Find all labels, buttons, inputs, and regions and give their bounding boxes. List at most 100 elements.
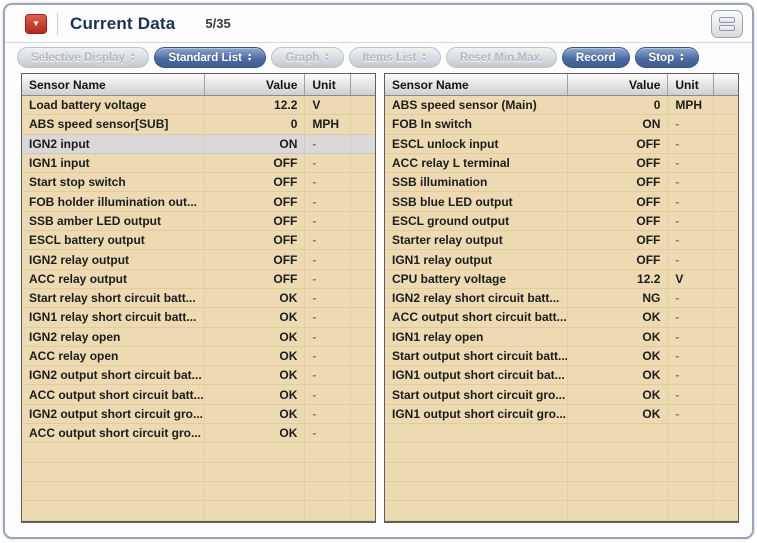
cell-unit: - [304,327,350,346]
cell-name [22,482,204,500]
toolbar-button-standard-list[interactable]: Standard List ▲ ▼ [154,47,267,68]
cell-value: OFF [203,173,305,192]
cell-value: OK [203,385,305,404]
cell-unit: - [304,269,350,288]
table-row[interactable]: Start stop switch OFF - [22,173,375,193]
cell-value: 0 [203,115,305,134]
table-row[interactable]: Start relay short circuit batt... OK - [22,288,375,309]
toolbar-button-graph[interactable]: Graph ▲ ▼ [271,47,344,68]
cell-value: OK [566,308,668,327]
table-row[interactable]: ESCL ground output OFF - [385,211,738,232]
spinner-arrows-icon: ▲ ▼ [324,52,330,63]
cell-extra [713,424,738,443]
table-row[interactable]: IGN1 input OFF - [22,153,375,174]
cell-unit: - [667,404,713,424]
cell-name: SSB illumination [392,175,488,190]
table-row[interactable]: SSB blue LED output OFF - [385,192,738,212]
table-row-empty [385,443,738,463]
table-row[interactable]: ESCL unlock input OFF - [385,134,738,154]
cell-value: OFF [203,250,305,269]
cell-value: ON [566,115,668,134]
cell-unit: MPH [304,115,350,134]
toolbar-button-record[interactable]: Record [561,47,630,68]
cell-unit: MPH [667,96,713,115]
table-row[interactable]: IGN1 relay short circuit batt... OK - [22,308,375,328]
table-row[interactable]: IGN1 relay open OK - [385,327,738,347]
cell-value [203,462,305,481]
table-row[interactable]: ABS speed sensor[SUB] 0 MPH [22,115,375,135]
table-row[interactable]: Start output short circuit gro... OK - [385,385,738,405]
table-row[interactable]: Start output short circuit batt... OK - [385,346,738,367]
cell-name: Start relay short circuit batt... [29,291,196,306]
table-row[interactable]: CPU battery voltage 12.2 V [385,269,738,289]
table-row[interactable]: IGN2 input ON - [22,134,375,154]
table-row[interactable]: ACC output short circuit gro... OK - [22,424,375,444]
left-sensor-table: Sensor Name Value Unit Load battery volt… [21,73,376,523]
table-row[interactable]: Load battery voltage 12.2 V [22,96,375,116]
cell-extra [350,327,375,346]
cell-extra [350,173,375,192]
table-row[interactable]: FOB holder illumination out... OFF - [22,192,375,212]
toolbar-button-stop[interactable]: Stop ▲ ▼ [634,47,699,68]
cell-extra [350,96,375,115]
list-bar-icon [719,24,735,31]
table-row[interactable]: ABS speed sensor (Main) 0 MPH [385,96,738,116]
cell-name [22,463,204,481]
cell-value: OK [203,424,305,443]
table-row[interactable]: IGN2 output short circuit gro... OK - [22,404,375,425]
cell-name: ABS speed sensor[SUB] [29,117,169,132]
cell-name: IGN2 output short circuit gro... [29,406,203,421]
cell-value: 12.2 [203,96,305,115]
left-table-body: Load battery voltage 12.2 V ABS speed senso… [22,96,375,521]
button-label: Items List [362,51,417,64]
table-row[interactable]: ACC relay L terminal OFF - [385,153,738,174]
toolbar-button-selective-display[interactable]: Selective Display ▲ ▼ [17,47,150,68]
cell-value: OK [203,346,305,366]
cell-extra [350,385,375,404]
cell-name: FOB holder illumination out... [29,194,197,209]
cell-value: OK [203,327,305,346]
table-row[interactable]: ACC relay open OK - [22,346,375,367]
cell-unit: - [667,231,713,250]
list-view-icon[interactable] [711,9,743,38]
table-row[interactable]: SSB illumination OFF - [385,173,738,193]
table-row[interactable]: IGN2 relay short circuit batt... NG - [385,288,738,309]
table-row[interactable]: IGN1 output short circuit gro... OK - [385,404,738,425]
table-row[interactable]: ACC relay output OFF - [22,269,375,289]
cell-value: 0 [566,96,668,115]
cell-unit [304,481,350,501]
cell-extra [713,134,738,153]
table-row[interactable]: IGN2 relay output OFF - [22,250,375,270]
cell-name: Start stop switch [29,175,126,190]
cell-unit: - [667,288,713,308]
table-row[interactable]: SSB amber LED output OFF - [22,211,375,232]
toolbar-button-reset-min-max[interactable]: Reset Min.Max. [445,47,557,68]
cell-name: SSB amber LED output [29,213,162,228]
toolbar-button-items-list[interactable]: Items List ▲ ▼ [348,47,441,68]
cell-extra [713,501,738,520]
cell-name: Load battery voltage [29,98,147,113]
table-row[interactable]: ACC output short circuit batt... OK - [22,385,375,405]
cell-name: IGN1 relay open [392,329,484,344]
cell-value [203,443,305,462]
table-row[interactable]: ACC output short circuit batt... OK - [385,308,738,328]
table-row[interactable]: FOB In switch ON - [385,115,738,135]
table-row[interactable]: IGN1 output short circuit bat... OK - [385,366,738,386]
table-row[interactable]: ESCL battery output OFF - [22,231,375,251]
table-row[interactable]: IGN2 output short circuit bat... OK - [22,366,375,386]
cell-extra [713,404,738,424]
cell-name [385,501,567,519]
cell-unit: - [304,424,350,443]
current-data-icon[interactable]: ▼ [25,13,47,34]
cell-unit: - [667,134,713,153]
table-row[interactable]: IGN1 relay output OFF - [385,250,738,270]
cell-name: ACC output short circuit batt... [392,310,567,325]
title-bar: ▼ Current Data 5/35 [5,5,752,43]
table-row[interactable]: IGN2 relay open OK - [22,327,375,347]
cell-unit: - [304,153,350,173]
spinner-arrows-icon: ▲ ▼ [129,52,136,63]
table-row[interactable]: Starter relay output OFF - [385,231,738,251]
cell-name: IGN2 relay open [29,329,121,344]
cell-name: FOB In switch [392,117,473,132]
page-title: Current Data [70,13,176,33]
